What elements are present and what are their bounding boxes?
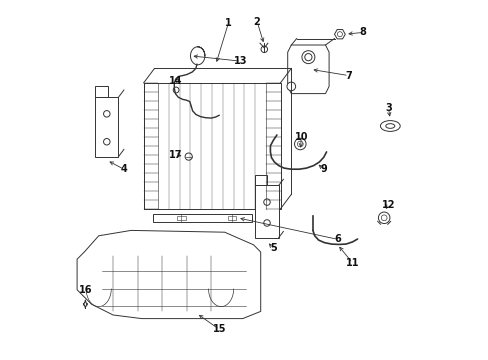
Circle shape: [381, 215, 386, 221]
Circle shape: [263, 220, 270, 226]
Text: 7: 7: [345, 71, 351, 81]
Circle shape: [103, 111, 110, 117]
Circle shape: [173, 87, 179, 93]
Circle shape: [103, 139, 110, 145]
Circle shape: [337, 32, 342, 37]
Bar: [95, 97, 118, 157]
Circle shape: [286, 82, 295, 91]
Text: 1: 1: [224, 18, 231, 28]
Circle shape: [294, 138, 305, 150]
Bar: [143, 83, 280, 209]
Bar: [152, 214, 251, 222]
Circle shape: [263, 199, 270, 205]
Circle shape: [297, 141, 303, 147]
Text: 16: 16: [79, 285, 92, 295]
Polygon shape: [287, 45, 328, 94]
Ellipse shape: [385, 123, 394, 129]
Circle shape: [261, 46, 267, 53]
Text: 3: 3: [385, 103, 391, 113]
Circle shape: [185, 153, 192, 160]
Text: 11: 11: [345, 258, 359, 268]
Text: 9: 9: [320, 164, 326, 174]
Circle shape: [378, 212, 389, 224]
Bar: [177, 216, 185, 220]
Text: 2: 2: [253, 17, 260, 27]
Ellipse shape: [380, 121, 399, 131]
Polygon shape: [95, 86, 108, 97]
Text: 15: 15: [212, 324, 225, 334]
Text: 17: 17: [169, 150, 183, 160]
Bar: [255, 185, 278, 238]
Bar: [227, 216, 236, 220]
Text: 4: 4: [120, 164, 127, 174]
Text: 12: 12: [381, 200, 394, 210]
Polygon shape: [334, 30, 345, 39]
Polygon shape: [255, 175, 266, 185]
Circle shape: [301, 51, 314, 64]
Text: 5: 5: [269, 243, 276, 253]
Text: 14: 14: [169, 76, 183, 86]
Text: 6: 6: [334, 234, 341, 244]
Text: 13: 13: [234, 56, 247, 66]
Text: 10: 10: [294, 132, 307, 142]
Circle shape: [304, 54, 311, 61]
Polygon shape: [77, 230, 260, 319]
Text: 8: 8: [359, 27, 366, 37]
